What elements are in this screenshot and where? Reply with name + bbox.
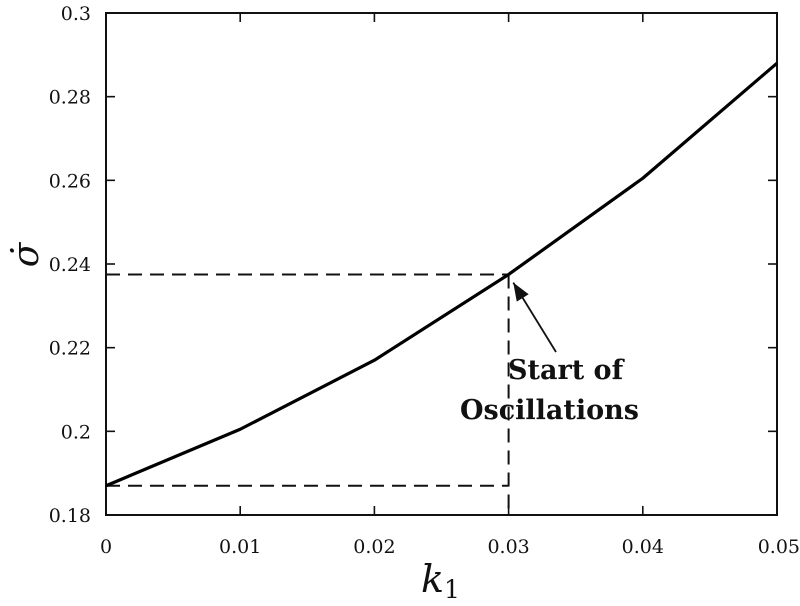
x-tick-label: 0.03	[487, 536, 529, 558]
x-tick-label: 0.04	[622, 536, 664, 558]
y-tick-label: 0.28	[49, 87, 91, 109]
x-axis-label-subscript: 1	[444, 575, 460, 604]
tick-layer: 0 0.01 0.02 0.03 0.04 0.05 0.18 0.2 0.22 0.24 0.26…	[49, 3, 800, 558]
y-tick-label: 0.24	[49, 254, 91, 276]
label-layer: k1 σ̇	[6, 241, 460, 604]
y-tick-label: 0.3	[61, 3, 91, 25]
y-tick-label: 0.2	[61, 421, 91, 443]
x-tick-label: 0.01	[219, 536, 261, 558]
y-axis-label: σ̇	[6, 241, 47, 267]
x-axis-label-base: k	[421, 557, 444, 601]
annotation-line-1: Start of	[508, 355, 626, 386]
annotation-arrow-head	[513, 282, 529, 302]
y-tick-label: 0.26	[49, 170, 91, 192]
x-axis-label: k1	[421, 557, 460, 604]
x-tick-label: 0.02	[353, 536, 395, 558]
reference-lines	[106, 273, 510, 515]
y-tick-label: 0.22	[49, 338, 91, 360]
annotation: Start of Oscillations	[460, 282, 639, 426]
series-line	[105, 61, 779, 488]
annotation-line-2: Oscillations	[460, 395, 639, 426]
series-layer	[105, 61, 779, 488]
x-tick-label: 0	[100, 536, 112, 558]
x-tick-label: 0.05	[758, 536, 800, 558]
y-tick-label: 0.18	[49, 505, 91, 527]
